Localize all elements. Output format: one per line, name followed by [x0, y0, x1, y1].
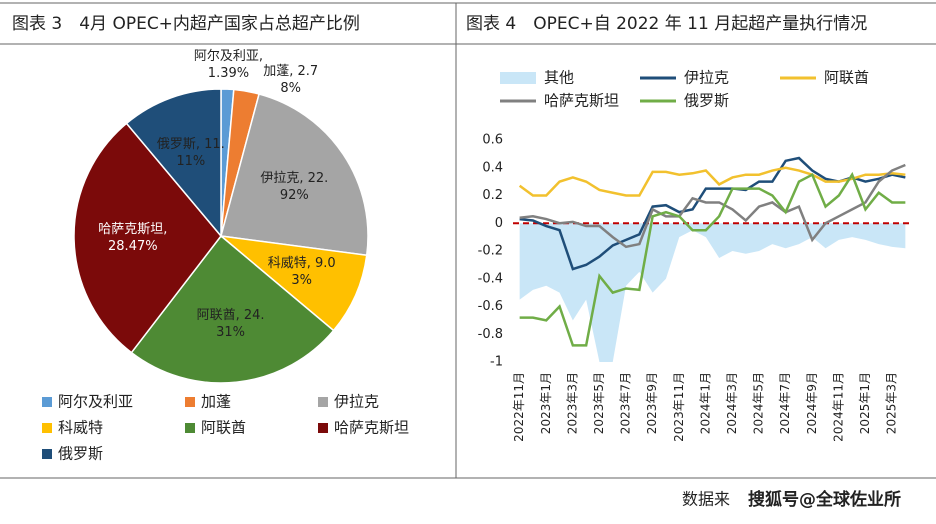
legend-label: 阿联酋: [824, 69, 869, 87]
legend-swatch: [42, 397, 52, 407]
x-tick-label: 2024年7月: [778, 372, 792, 434]
legend-swatch: [318, 423, 328, 433]
legend-label: 伊拉克: [684, 69, 729, 87]
pie-slice: [125, 88, 222, 239]
y-tick-label: -0.2: [478, 244, 503, 259]
area: [519, 223, 906, 362]
legend-swatch: [185, 397, 195, 407]
legend-label: 伊拉克: [334, 393, 379, 411]
legend-label: 哈萨克斯坦: [334, 419, 409, 437]
y-tick-label: -0.6: [478, 299, 503, 314]
data-label: 加蓬, 2.78%: [263, 63, 319, 96]
data-label: 阿联酋, 24.31%: [196, 307, 265, 340]
legend-swatch: [42, 423, 52, 433]
data-label: 伊拉克, 22.92%: [260, 171, 329, 203]
pie-slice: [130, 234, 335, 384]
y-tick-label: 0.2: [482, 188, 503, 203]
data-label: 哈萨克斯坦, 28.47%: [98, 221, 168, 254]
x-tick-label: 2024年3月: [725, 372, 739, 434]
pie-slice: [73, 122, 222, 354]
legend-swatch: [500, 72, 536, 84]
y-tick-label: 0.4: [482, 160, 503, 175]
x-tick-label: 2023年7月: [619, 372, 633, 434]
data-label: 俄罗斯, 11.11%: [156, 137, 225, 170]
x-tick-label: 2025年3月: [885, 372, 899, 434]
data-label: 科威特, 9.03%: [267, 255, 336, 288]
legend-swatch: [185, 423, 195, 433]
x-tick-label: 2023年5月: [592, 372, 606, 434]
y-tick-label: 0: [495, 216, 503, 231]
line: [519, 163, 906, 249]
x-tick-label: 2025年1月: [858, 372, 872, 434]
y-tick-label: 0.6: [482, 133, 503, 148]
x-tick-label: 2023年9月: [645, 372, 659, 434]
y-tick-label: -0.8: [478, 327, 503, 342]
data-label: 阿尔及利亚, 1.39%: [193, 49, 264, 82]
chart-title: 图表 3 4月 OPEC+内超产国家占总超产比例: [12, 14, 360, 34]
x-tick-label: 2024年11月: [831, 372, 845, 442]
x-tick-label: 2023年1月: [539, 372, 553, 434]
x-tick-label: 2023年11月: [672, 372, 686, 442]
legend-label: 阿尔及利亚: [58, 393, 133, 411]
legend-label: 其他: [544, 69, 574, 87]
y-tick-label: -0.4: [478, 271, 503, 286]
pie-slice: [218, 234, 368, 332]
x-tick-label: 2024年9月: [805, 372, 819, 434]
pie-slice: [220, 93, 369, 257]
source: 数据来: [682, 490, 730, 509]
watermark: 搜狐号@全球佐业所: [748, 489, 901, 510]
legend-label: 阿联酋: [201, 419, 246, 437]
line: [518, 166, 906, 197]
legend-swatch: [42, 449, 52, 459]
legend-label: 哈萨克斯坦: [544, 92, 619, 110]
legend-swatch: [318, 397, 328, 407]
x-tick-label: 2022年11月: [512, 372, 526, 442]
x-tick-label: 2024年5月: [752, 372, 766, 434]
chart-title: 图表 4 OPEC+自 2022 年 11 月起超产量执行情况: [466, 14, 867, 34]
y-tick-label: -1: [490, 355, 503, 370]
x-tick-label: 2024年1月: [698, 372, 712, 434]
legend-label: 俄罗斯: [684, 92, 729, 110]
legend-label: 科威特: [58, 419, 103, 437]
legend-label: 俄罗斯: [58, 445, 103, 463]
line: [519, 171, 906, 347]
x-tick-label: 2023年3月: [565, 372, 579, 434]
legend-label: 加蓬: [201, 393, 231, 411]
